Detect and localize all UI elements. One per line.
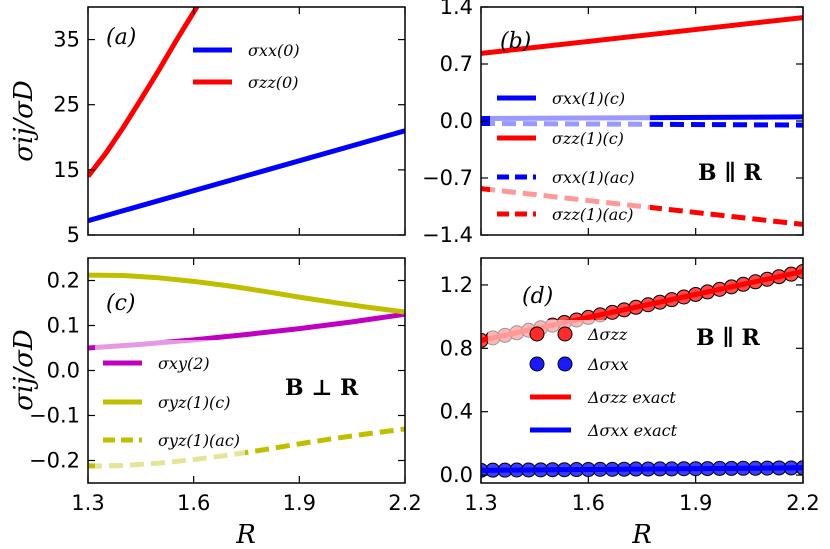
x-axis-label-left: R bbox=[235, 520, 256, 549]
panel-b: 1.4 0.7 0.0 −0.7 −1.4 (b) σxx(1)(c) σzz(1)(c… bbox=[422, 0, 804, 247]
panel-c-legend: σxy(2) σyz(1)(c) σyz(1)(ac) bbox=[95, 340, 245, 468]
panel-b-ticks: 1.4 0.7 0.0 −0.7 −1.4 bbox=[422, 0, 804, 247]
panel-d-ticks: 1.2 0.8 0.4 0.0 1.3 1.6 1.9 2.2 bbox=[440, 258, 820, 515]
panel-a-frame bbox=[87, 6, 406, 236]
legend-label-sigma-zz1-ac: σzz(1)(ac) bbox=[552, 205, 633, 224]
panel-d-label: (d) bbox=[522, 284, 553, 309]
legend-label-sigma-xx1-ac: σxx(1)(ac) bbox=[552, 168, 635, 187]
panel-c-ytick-label-3: −0.1 bbox=[29, 404, 80, 428]
panel-a-ytick-label-0: 5 bbox=[67, 223, 80, 247]
legend-marker-delta-sigma-zz-b bbox=[557, 326, 573, 342]
panel-d-frame bbox=[480, 257, 804, 484]
panel-a: 5 15 25 35 (a) σxx(0) σzz(0) bbox=[53, 6, 406, 247]
legend-label-sigma-xy2: σxy(2) bbox=[158, 354, 210, 373]
x-axis-label-right: R bbox=[631, 520, 652, 549]
panel-d-legend: Δσzz Δσxx Δσzz exact Δσxx exact bbox=[488, 320, 703, 450]
panel-c-xtick-label-1: 1.6 bbox=[177, 491, 210, 515]
legend-label-sigma-zz1-c: σzz(1)(c) bbox=[552, 129, 624, 148]
panel-d-annotation: B ∥ R bbox=[696, 325, 761, 351]
legend-marker-delta-sigma-zz-a bbox=[529, 326, 545, 342]
panel-d-series-3-line bbox=[481, 465, 803, 473]
panel-b-ytick-label-0: 1.4 bbox=[440, 0, 473, 19]
panel-a-ytick-label-3: 35 bbox=[53, 28, 80, 52]
panel-b-annotation: B ∥ R bbox=[698, 160, 763, 186]
panel-c-ytick-label-4: −0.2 bbox=[29, 449, 80, 473]
panel-b-ytick-label-2: 0.0 bbox=[440, 109, 473, 133]
legend-label-delta-sigma-xx: Δσxx bbox=[587, 355, 629, 374]
panel-c-ytick-label-2: 0.0 bbox=[47, 359, 80, 383]
panel-a-series-1-line bbox=[88, 7, 200, 178]
panel-b-legend: σxx(1)(c) σzz(1)(c) σxx(1)(ac) σzz(1)(ac… bbox=[490, 84, 650, 227]
legend-label-delta-sigma-xx-exact: Δσxx exact bbox=[587, 421, 678, 440]
panel-c-xtick-label-2: 1.9 bbox=[283, 491, 316, 515]
panel-a-label: (a) bbox=[106, 25, 136, 50]
panel-c-xtick-label-3: 2.2 bbox=[388, 491, 421, 515]
panel-d-xtick-label-0: 1.3 bbox=[464, 491, 497, 515]
panel-b-ytick-label-4: −1.4 bbox=[422, 223, 473, 247]
panel-a-legend: σxx(0) σzz(0) bbox=[193, 41, 300, 92]
panel-c: 0.2 0.1 0.0 −0.1 −0.2 1.3 1.6 1.9 2.2 (c) σxy(2)… bbox=[29, 257, 422, 515]
panel-c-series-1-line bbox=[88, 272, 405, 315]
panel-a-ticks: 5 15 25 35 bbox=[53, 7, 406, 247]
panel-d-legend-box bbox=[488, 320, 703, 450]
panel-c-annotation: B ⊥ R bbox=[285, 375, 359, 401]
panel-d-ytick-label-0: 1.2 bbox=[440, 273, 473, 297]
legend-label-sigma-yz1-c: σyz(1)(c) bbox=[158, 393, 231, 412]
panel-b-ytick-label-1: 0.7 bbox=[440, 52, 473, 76]
panel-c-ytick-label-0: 0.2 bbox=[47, 269, 80, 293]
panel-d-xtick-label-2: 1.9 bbox=[679, 491, 712, 515]
y-axis-label-bottom: σij/σD bbox=[9, 329, 39, 411]
panel-d-xtick-label-3: 2.2 bbox=[786, 491, 819, 515]
legend-label-delta-sigma-zz-exact: Δσzz exact bbox=[587, 388, 676, 407]
panel-a-ytick-label-1: 15 bbox=[53, 158, 80, 182]
panel-b-ytick-label-3: −0.7 bbox=[422, 166, 473, 190]
panel-c-label: (c) bbox=[106, 291, 136, 316]
panel-a-marks bbox=[88, 7, 405, 224]
legend-label-sigma-xx0: σxx(0) bbox=[248, 41, 300, 60]
panel-b-legend-box bbox=[490, 84, 650, 227]
panel-d: 1.2 0.8 0.4 0.0 1.3 1.6 1.9 2.2 (d) Δσzz Δσxx Δ… bbox=[440, 257, 820, 515]
legend-label-sigma-xx1-c: σxx(1)(c) bbox=[552, 89, 625, 108]
panel-c-ytick-label-1: 0.1 bbox=[47, 314, 80, 338]
panel-d-ytick-label-1: 0.8 bbox=[440, 336, 473, 360]
panel-c-ticks: 0.2 0.1 0.0 −0.1 −0.2 1.3 1.6 1.9 2.2 bbox=[29, 258, 422, 515]
legend-marker-delta-sigma-xx-a bbox=[529, 356, 545, 372]
legend-label-sigma-yz1-ac: σyz(1)(ac) bbox=[158, 431, 240, 450]
legend-label-delta-sigma-zz: Δσzz bbox=[587, 325, 628, 344]
panel-d-ytick-label-2: 0.4 bbox=[440, 400, 473, 424]
panel-b-label: (b) bbox=[500, 29, 531, 54]
panel-b-series-1-line bbox=[481, 15, 803, 56]
panel-a-ytick-label-2: 25 bbox=[53, 93, 80, 117]
panel-c-xtick-label-0: 1.3 bbox=[71, 491, 104, 515]
y-axis-label-top: σij/σD bbox=[9, 80, 39, 162]
legend-marker-delta-sigma-xx-b bbox=[557, 356, 573, 372]
legend-label-sigma-zz0: σzz(0) bbox=[248, 73, 298, 92]
panel-d-xtick-label-1: 1.6 bbox=[572, 491, 605, 515]
panel-a-series-0-line bbox=[88, 128, 405, 224]
panel-d-ytick-label-3: 0.0 bbox=[440, 463, 473, 487]
